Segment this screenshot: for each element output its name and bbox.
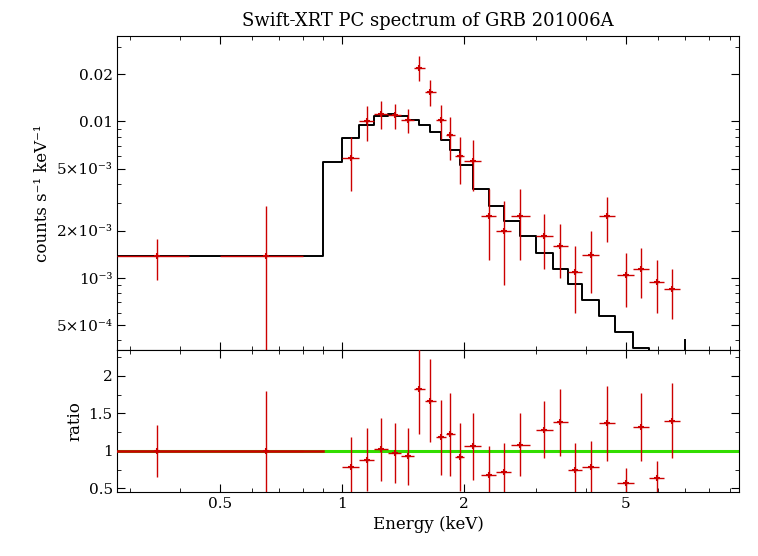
- Y-axis label: counts s⁻¹ keV⁻¹: counts s⁻¹ keV⁻¹: [34, 124, 51, 262]
- Title: Swift-XRT PC spectrum of GRB 201006A: Swift-XRT PC spectrum of GRB 201006A: [243, 12, 614, 31]
- X-axis label: Energy (keV): Energy (keV): [373, 517, 484, 533]
- Y-axis label: ratio: ratio: [66, 401, 83, 441]
